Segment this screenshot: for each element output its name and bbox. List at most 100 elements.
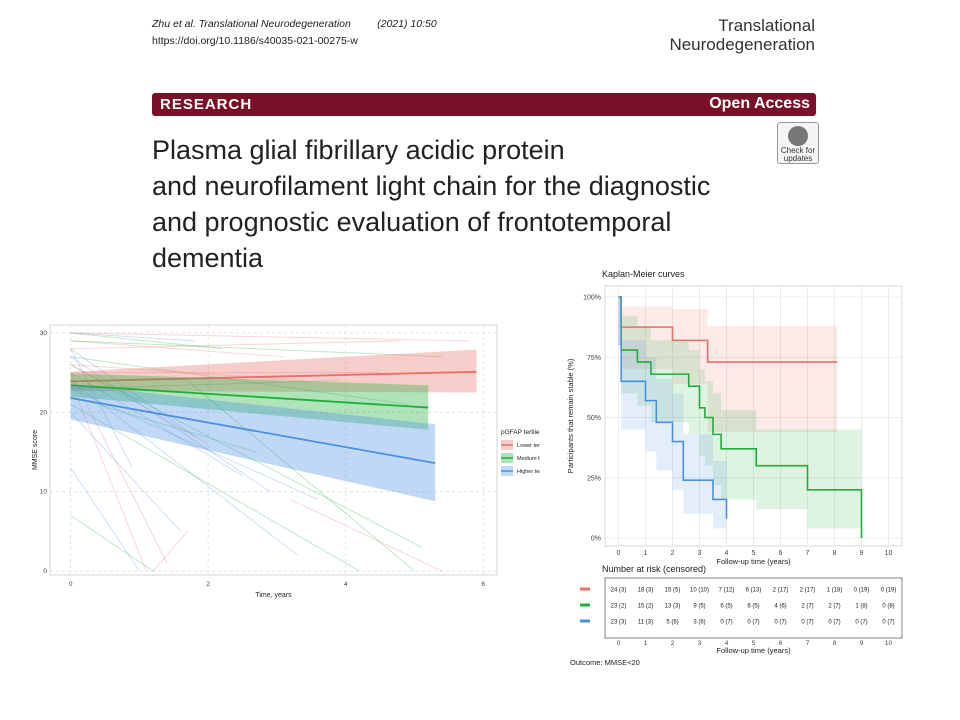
risk-table-cell: 2 (17) bbox=[773, 588, 789, 594]
km-xtick-label: 3 bbox=[698, 550, 702, 557]
journal-logo: Translational Neurodegeneration bbox=[669, 16, 815, 54]
mmse-individual-trajectory bbox=[70, 364, 305, 382]
mmse-legend-label: Higher tertile bbox=[517, 469, 540, 475]
mmse-plot-area bbox=[49, 324, 498, 576]
risk-table-cell: 0 (7) bbox=[801, 620, 813, 626]
citation-journal: Translational Neurodegeneration bbox=[198, 18, 351, 30]
mmse-individual-trajectory bbox=[70, 388, 319, 501]
mmse-ytick-label: 10 bbox=[40, 489, 48, 496]
risk-table-cell: 2 (7) bbox=[801, 604, 813, 610]
km-survival-curve bbox=[618, 296, 728, 519]
risk-table-title: Number at risk (censored) bbox=[602, 564, 706, 574]
km-xtick-label: 8 bbox=[833, 550, 837, 557]
risk-table-cell: 6 (5) bbox=[720, 604, 732, 610]
risk-table-cell: 10 (10) bbox=[690, 588, 709, 594]
risk-table-cell: 0 (7) bbox=[828, 620, 840, 626]
km-ci-band bbox=[618, 297, 727, 538]
mmse-ytick-label: 30 bbox=[40, 330, 48, 337]
risk-table-x-axis-label: Follow-up time (years) bbox=[716, 646, 791, 655]
risk-table-cell: 1 (8) bbox=[855, 604, 867, 610]
mmse-individual-trajectory bbox=[152, 531, 188, 572]
risk-table-cell: 18 (3) bbox=[638, 588, 654, 594]
risk-table-xtick-label: 2 bbox=[671, 640, 675, 647]
risk-table-cell: 11 (3) bbox=[638, 620, 653, 626]
km-ci-band bbox=[618, 297, 862, 538]
mmse-legend-label: Lower tertile bbox=[517, 443, 540, 449]
risk-table-cell: 5 (6) bbox=[666, 620, 678, 626]
km-y-axis-label: Participants that remain stable (%) bbox=[566, 358, 575, 473]
risk-table-cell: 0 (7) bbox=[882, 620, 894, 626]
title-line-4: dementia bbox=[152, 243, 264, 273]
km-xtick-label: 7 bbox=[806, 550, 810, 557]
risk-table-xtick-label: 0 bbox=[617, 640, 621, 647]
risk-table-cell: 23 (3) bbox=[611, 620, 627, 626]
risk-table-cell: 24 (3) bbox=[611, 588, 627, 594]
km-xtick-label: 0 bbox=[617, 550, 621, 557]
citation-year: (2021) 10:50 bbox=[377, 18, 437, 30]
risk-table-cell: 4 (6) bbox=[774, 604, 786, 610]
mmse-xtick-label: 2 bbox=[206, 581, 210, 588]
badge-line2: updates bbox=[783, 154, 813, 163]
citation-header: Zhu et al. Translational Neurodegenerati… bbox=[152, 16, 437, 50]
risk-table-xtick-label: 7 bbox=[806, 640, 810, 647]
risk-table-cell: 0 (19) bbox=[854, 588, 870, 594]
risk-table-cell: 9 (5) bbox=[693, 604, 705, 610]
mmse-individual-trajectory bbox=[70, 348, 195, 437]
mmse-legend-label: Medium tertile bbox=[517, 456, 540, 462]
mmse-individual-trajectory bbox=[70, 411, 182, 532]
mmse-individual-trajectory bbox=[290, 499, 443, 572]
risk-table-cell: 6 (5) bbox=[747, 604, 759, 610]
title-line-1: Plasma glial fibrillary acidic protein bbox=[152, 135, 565, 165]
risk-table-frame bbox=[604, 577, 903, 639]
badge-line1: Check for bbox=[780, 146, 816, 155]
mmse-individual-trajectory bbox=[70, 340, 401, 350]
km-xtick-label: 6 bbox=[779, 550, 783, 557]
mmse-ytick-label: 0 bbox=[43, 568, 47, 575]
km-xtick-label: 5 bbox=[752, 550, 756, 557]
risk-table-cell: 0 (7) bbox=[720, 620, 732, 626]
risk-table-cell: 0 (8) bbox=[882, 604, 894, 610]
mmse-individual-trajectory bbox=[70, 372, 168, 564]
km-ytick-label: 50% bbox=[587, 415, 601, 422]
open-access-label: Open Access bbox=[709, 95, 810, 112]
article-title: Plasma glial fibrillary acidic protein a… bbox=[152, 132, 822, 276]
risk-table-cell: 23 (2) bbox=[611, 604, 627, 610]
mmse-xtick-label: 0 bbox=[69, 581, 73, 588]
risk-table-cell: 1 (18) bbox=[827, 588, 843, 594]
title-line-2: and neurofilament light chain for the di… bbox=[152, 171, 711, 201]
citation-line: Zhu et al. Translational Neurodegenerati… bbox=[152, 16, 437, 33]
risk-table-xtick-label: 5 bbox=[752, 640, 756, 647]
mmse-individual-trajectory bbox=[70, 515, 154, 572]
km-xtick-label: 10 bbox=[885, 550, 893, 557]
mmse-fitted-line bbox=[70, 397, 436, 464]
article-type-label: RESEARCH bbox=[160, 96, 253, 113]
mmse-individual-trajectory bbox=[70, 348, 133, 469]
km-ytick-label: 0% bbox=[591, 536, 601, 543]
article-type-banner: RESEARCH Open Access bbox=[152, 93, 816, 116]
risk-table-xtick-label: 4 bbox=[725, 640, 729, 647]
mmse-individual-trajectory bbox=[70, 364, 422, 548]
risk-table-cell: 15 (5) bbox=[665, 588, 681, 594]
mmse-individual-trajectory bbox=[70, 467, 140, 572]
mmse-fitted-line bbox=[70, 384, 429, 409]
risk-table-cell: 3 (6) bbox=[693, 620, 705, 626]
risk-table-cell: 13 (3) bbox=[665, 604, 681, 610]
mmse-xtick-label: 6 bbox=[481, 581, 485, 588]
mmse-individual-trajectory bbox=[70, 380, 298, 556]
km-ytick-label: 100% bbox=[583, 295, 601, 302]
mmse-individual-trajectory bbox=[70, 356, 271, 493]
citation-authors: Zhu et al. bbox=[152, 18, 196, 30]
risk-table-cell: 6 (13) bbox=[746, 588, 762, 594]
risk-table-xtick-label: 3 bbox=[698, 640, 702, 647]
risk-table-cell: 2 (7) bbox=[828, 604, 840, 610]
check-for-updates-badge[interactable]: Check for updates bbox=[777, 122, 819, 164]
mmse-individual-trajectory bbox=[70, 380, 339, 389]
check-updates-icon bbox=[788, 126, 808, 146]
mmse-individual-trajectory bbox=[70, 403, 360, 572]
km-x-axis-label: Follow-up time (years) bbox=[716, 557, 791, 566]
citation-doi[interactable]: https://doi.org/10.1186/s40035-021-00275… bbox=[152, 35, 358, 47]
journal-logo-line2: Neurodegeneration bbox=[669, 35, 815, 54]
km-xtick-label: 1 bbox=[644, 550, 648, 557]
mmse-ytick-label: 20 bbox=[40, 409, 48, 416]
